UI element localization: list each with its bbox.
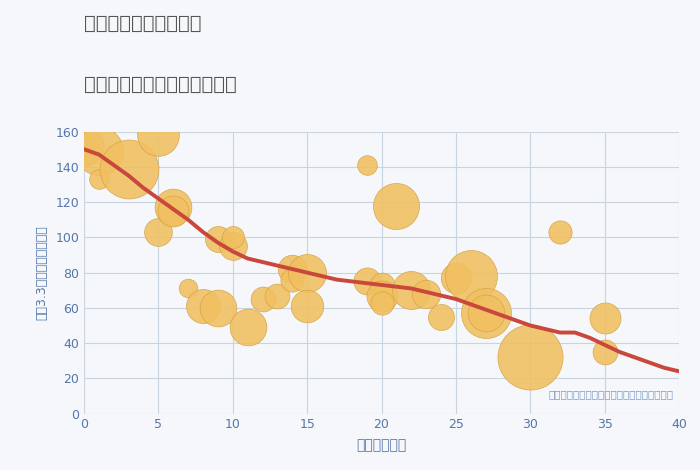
Point xyxy=(361,161,372,169)
Point xyxy=(391,202,402,210)
Point xyxy=(168,207,179,215)
Point xyxy=(227,243,238,250)
Point xyxy=(599,315,610,322)
Point xyxy=(376,292,387,299)
Point xyxy=(480,309,491,317)
Y-axis label: 坪（3.3㎡）単価（万円）: 坪（3.3㎡）単価（万円） xyxy=(35,225,48,320)
Point xyxy=(93,147,104,155)
X-axis label: 築年数（年）: 築年数（年） xyxy=(356,439,407,453)
Point xyxy=(361,278,372,285)
Point xyxy=(287,265,298,273)
Point xyxy=(421,290,432,298)
Point xyxy=(227,234,238,241)
Point xyxy=(465,272,476,280)
Point xyxy=(123,165,134,172)
Point xyxy=(242,323,253,331)
Point xyxy=(450,274,461,282)
Text: 愛知県豊田市広幡町の: 愛知県豊田市広幡町の xyxy=(84,14,202,33)
Point xyxy=(212,235,223,243)
Point xyxy=(168,204,179,211)
Point xyxy=(287,276,298,283)
Point xyxy=(525,353,536,361)
Text: 築年数別中古マンション価格: 築年数別中古マンション価格 xyxy=(84,75,237,94)
Point xyxy=(554,228,566,236)
Point xyxy=(272,292,283,299)
Point xyxy=(435,313,447,321)
Point xyxy=(406,286,417,294)
Point xyxy=(153,131,164,139)
Point xyxy=(376,299,387,306)
Text: 円の大きさは、取引のあった物件面積を示す: 円の大きさは、取引のあった物件面積を示す xyxy=(548,390,673,400)
Point xyxy=(599,348,610,356)
Point xyxy=(302,302,313,310)
Point xyxy=(78,142,90,149)
Point xyxy=(93,175,104,183)
Point xyxy=(376,281,387,289)
Point xyxy=(197,302,209,310)
Point xyxy=(212,304,223,312)
Point xyxy=(153,228,164,236)
Point xyxy=(480,309,491,317)
Point xyxy=(183,285,194,292)
Point xyxy=(302,269,313,276)
Point xyxy=(257,295,268,303)
